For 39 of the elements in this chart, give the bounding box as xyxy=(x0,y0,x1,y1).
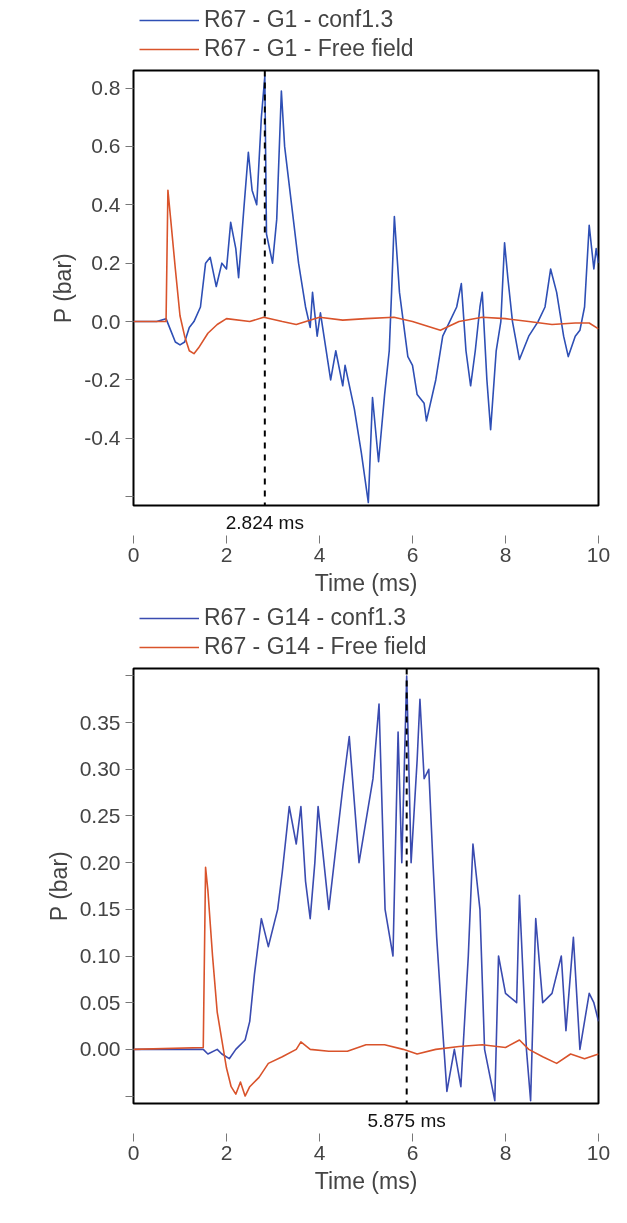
y-tick-label: 0.20 xyxy=(79,850,121,874)
x-tick-label: 10 xyxy=(586,1140,611,1164)
y-tick-label: 0.10 xyxy=(79,944,121,968)
x-tick-label: 2 xyxy=(220,542,233,566)
y-tick-label: -0.4 xyxy=(84,426,121,450)
legend-label: R67 - G1 - conf1.3 xyxy=(204,6,394,33)
y-axis-title: P (bar) xyxy=(45,851,72,922)
y-tick-label: 0.4 xyxy=(91,192,121,216)
x-tick-label: 10 xyxy=(586,542,611,566)
x-tick-label: 6 xyxy=(406,542,419,566)
x-tick-label: 0 xyxy=(127,1140,140,1164)
y-tick-label: 0.2 xyxy=(91,251,121,275)
legend-label: R67 - G14 - conf1.3 xyxy=(204,604,406,631)
x-axis-title: Time (ms) xyxy=(314,1167,418,1194)
x-tick-label: 0 xyxy=(127,542,140,566)
y-tick-label: 0.30 xyxy=(79,757,121,781)
y-tick-label: 0.6 xyxy=(91,134,121,158)
y-tick-label: 0.35 xyxy=(79,710,121,734)
legend-label: R67 - G1 - Free field xyxy=(204,35,414,62)
line-series xyxy=(133,189,599,355)
legend-label: R67 - G14 - Free field xyxy=(204,633,427,660)
ref-line-label: 2.824 ms xyxy=(225,511,304,533)
x-tick-label: 8 xyxy=(499,1140,512,1164)
line-series xyxy=(133,866,599,1097)
x-tick-label: 8 xyxy=(499,542,512,566)
y-tick-label: -0.2 xyxy=(84,367,121,391)
x-tick-label: 2 xyxy=(220,1140,233,1164)
y-tick-label: 0.25 xyxy=(79,803,121,827)
x-tick-label: 4 xyxy=(313,1140,326,1164)
ref-line-label: 5.875 ms xyxy=(367,1109,446,1131)
y-tick-label: 0.8 xyxy=(91,76,121,100)
x-tick-label: 6 xyxy=(406,1140,419,1164)
y-tick-label: 0.05 xyxy=(79,990,121,1014)
x-axis-title: Time (ms) xyxy=(314,569,418,596)
y-tick-label: 0.00 xyxy=(79,1037,121,1061)
y-tick-label: 0.15 xyxy=(79,897,121,921)
y-axis-title: P (bar) xyxy=(50,253,77,324)
y-tick-label: 0.0 xyxy=(91,309,121,333)
x-tick-label: 4 xyxy=(313,542,326,566)
